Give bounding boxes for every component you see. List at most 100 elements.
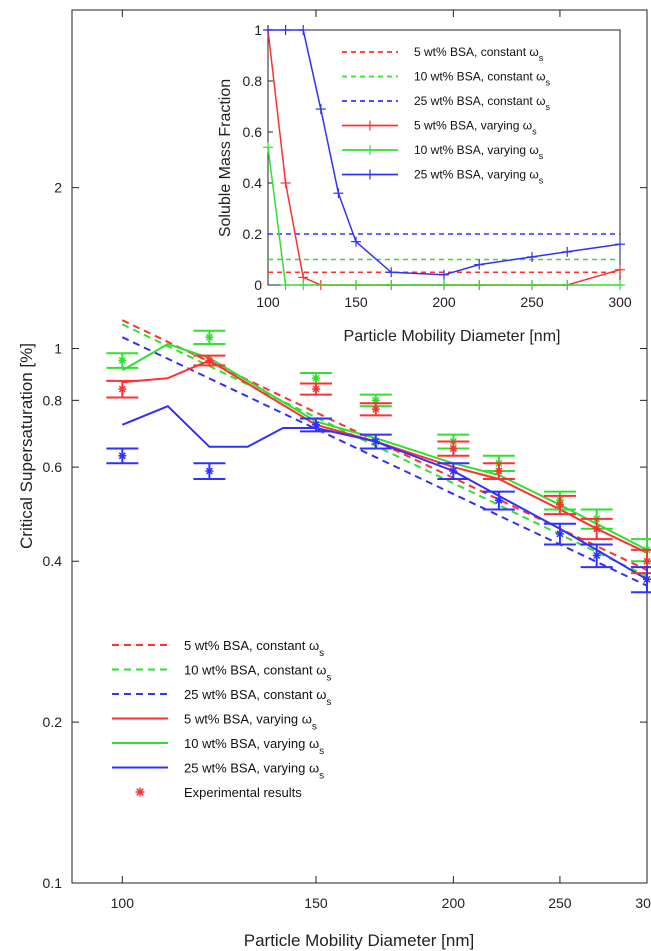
main-y-tick-label: 0.1	[43, 875, 63, 891]
main-series-line-1	[121, 323, 648, 578]
main-legend-label-3: 5 wt% BSA, varying ωs	[184, 712, 317, 733]
inset-point-marker-5	[280, 25, 291, 35]
main-legend: 5 wt% BSA, constant ωs 10 wt% BSA, consta…	[112, 638, 331, 800]
main-y-tick-label: 1	[54, 341, 62, 357]
main-y-tick-label: 0.8	[43, 392, 63, 408]
inset-point-marker-4	[562, 280, 573, 290]
inset-point-marker-5	[474, 259, 485, 270]
inset-point-marker-4	[439, 280, 449, 290]
inset-legend-label-2: 25 wt% BSA, constant ωs	[414, 94, 550, 112]
main-series-line-3	[122, 359, 648, 554]
main-axis-ticks: 100 150 200 250 300 0.1 0.2 0.4 0.6 0.8 1 2	[43, 10, 651, 911]
inset-series-group	[263, 25, 625, 290]
experimental-point-green	[193, 329, 226, 345]
inset-legend-label-3: 5 wt% BSA, varying ωs	[414, 119, 537, 137]
experimental-point-red	[193, 354, 226, 367]
inset-point-marker-5	[333, 188, 344, 199]
experimental-point-blue	[482, 490, 515, 511]
experimental-point-blue	[543, 522, 576, 546]
inset-y-tick-label: 0	[254, 277, 262, 293]
experimental-point-red	[482, 462, 515, 481]
main-legend-label-experimental: Experimental results	[184, 785, 302, 800]
inset-legend-label-0: 5 wt% BSA, constant ωs	[414, 45, 544, 63]
inset-y-tick-label: 0.8	[243, 73, 263, 89]
inset-x-axis-label: Particle Mobility Diameter [nm]	[344, 328, 561, 345]
main-legend-subscript: s	[312, 721, 317, 732]
experimental-point-blue	[193, 462, 226, 481]
inset-legend-label-1: 10 wt% BSA, constant ωs	[414, 70, 550, 88]
inset-point-marker-5	[351, 236, 361, 247]
main-legend-label-5: 25 wt% BSA, varying ωs	[184, 761, 324, 782]
inset-background	[268, 30, 620, 285]
experimental-point-blue	[106, 447, 139, 465]
experimental-point-blue	[359, 433, 392, 450]
main-y-tick-label: 0.6	[43, 459, 63, 475]
main-x-tick-label: 200	[442, 895, 466, 911]
experimental-point-red	[437, 440, 470, 457]
inset-point-marker-3	[615, 264, 625, 275]
inset-legend-subscript: s	[545, 102, 550, 112]
main-y-tick-label: 2	[54, 180, 62, 196]
main-series-line-4	[121, 342, 648, 551]
inset-y-tick-label: 0.4	[243, 175, 263, 191]
inset-point-marker-4	[386, 280, 397, 290]
inset-point-marker-4	[351, 280, 361, 290]
experimental-point-red	[543, 494, 576, 516]
inset-x-tick-label: 150	[344, 294, 368, 310]
inset-legend-label-4: 10 wt% BSA, varying ωs	[414, 143, 544, 161]
main-x-tick-label: 250	[548, 895, 572, 911]
main-legend-label-2: 25 wt% BSA, constant ωs	[184, 687, 331, 708]
main-y-tick-label: 0.2	[43, 714, 63, 730]
main-y-axis-label: Critical Supersaturation [%]	[17, 343, 36, 549]
inset-legend: 5 wt% BSA, constant ωs 10 wt% BSA, consta…	[342, 45, 550, 186]
main-legend-subscript: s	[319, 746, 324, 757]
inset-legend-subscript: s	[532, 127, 537, 137]
inset-point-marker-4	[615, 280, 625, 290]
main-x-axis-label: Particle Mobility Diameter [nm]	[244, 931, 475, 950]
inset-x-tick-label: 300	[608, 294, 632, 310]
main-legend-subscript: s	[319, 648, 324, 659]
inset-point-marker-4	[263, 142, 273, 153]
main-legend-subscript: s	[319, 770, 324, 781]
inset-y-tick-label: 1	[254, 22, 262, 38]
main-plot-frame	[71, 9, 648, 884]
inset-series-line-4	[267, 147, 620, 286]
inset-point-marker-3	[280, 178, 291, 188]
experimental-point-red	[580, 517, 613, 541]
inset-x-tick-label: 250	[520, 294, 544, 310]
experimental-points	[106, 329, 651, 594]
main-legend-subscript: s	[326, 697, 331, 708]
inset-point-marker-4	[474, 280, 485, 290]
inset-point-marker-4	[527, 280, 537, 290]
main-legend-label-0: 5 wt% BSA, constant ωs	[184, 638, 324, 659]
inset-point-marker-5	[263, 25, 273, 35]
experimental-point-blue	[299, 417, 332, 433]
inset-point-marker-5	[615, 239, 625, 250]
experimental-point-red	[359, 402, 392, 417]
experimental-point-green	[299, 372, 332, 385]
inset-y-tick-label: 0.6	[243, 124, 263, 140]
experimental-point-blue	[437, 462, 470, 481]
inset-legend-subscript: s	[539, 151, 544, 161]
inset-point-marker-5	[386, 267, 397, 278]
inset-legend-label-5: 25 wt% BSA, varying ωs	[414, 168, 544, 186]
inset-point-marker-5	[562, 246, 573, 257]
inset-legend-subscript: s	[539, 53, 544, 63]
main-y-tick-label: 0.4	[43, 553, 63, 569]
inset-point-marker-4	[298, 280, 309, 290]
main-x-tick-label: 150	[304, 895, 328, 911]
inset-x-tick-label: 200	[432, 294, 456, 310]
inset-point-marker-5	[298, 25, 309, 35]
main-series-line-5	[121, 405, 648, 581]
main-series-group	[121, 319, 648, 587]
main-legend-label-4: 10 wt% BSA, varying ωs	[184, 736, 324, 757]
inset-point-marker-4	[280, 280, 291, 290]
inset-point-marker-5	[315, 104, 326, 115]
inset-legend-subscript: s	[539, 176, 544, 186]
experimental-point-red	[106, 379, 139, 399]
inset-x-tick-label: 100	[256, 294, 280, 310]
experimental-point-blue	[631, 566, 651, 594]
inset-y-tick-label: 0.2	[243, 226, 263, 242]
inset-point-marker-5	[527, 251, 537, 262]
